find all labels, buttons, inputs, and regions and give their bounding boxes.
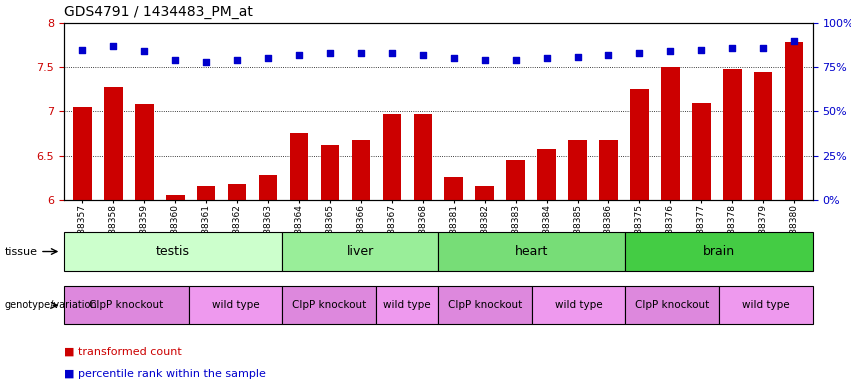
Point [725,45,739,51]
Bar [228,184,247,200]
Bar [73,107,92,200]
Point [757,45,770,51]
Bar [189,286,283,324]
Point [447,55,460,61]
Text: GDS4791 / 1434483_PM_at: GDS4791 / 1434483_PM_at [64,5,253,19]
Bar [599,140,618,200]
Text: ■ transformed count: ■ transformed count [64,346,181,356]
Point [354,50,368,56]
Point [632,50,646,56]
Bar [506,160,525,200]
Bar [630,89,648,200]
Point [261,55,275,61]
Point [106,43,120,49]
Point [664,48,677,55]
Bar [568,140,587,200]
Bar [383,114,401,200]
Text: ClpP knockout: ClpP knockout [635,300,710,310]
Bar [661,67,680,200]
Bar [351,140,370,200]
Point [416,52,430,58]
Bar [166,195,185,200]
Bar [785,43,803,200]
Text: wild type: wild type [555,300,603,310]
Bar [135,104,153,200]
Bar [692,103,711,200]
Point [138,48,151,55]
Point [199,59,213,65]
Bar [283,232,438,271]
Bar [537,149,556,200]
Bar [476,187,494,200]
Text: testis: testis [156,245,190,258]
Bar [64,286,189,324]
Bar [197,187,215,200]
Bar [259,175,277,200]
Text: heart: heart [515,245,549,258]
Text: wild type: wild type [383,300,431,310]
Point [323,50,337,56]
Bar [532,286,625,324]
Point [571,53,585,60]
Bar [444,177,463,200]
Text: ClpP knockout: ClpP knockout [448,300,523,310]
Bar [438,286,532,324]
Bar [283,286,376,324]
Bar [625,286,719,324]
Text: ClpP knockout: ClpP knockout [89,300,163,310]
Bar [104,87,123,200]
Text: wild type: wild type [742,300,790,310]
Point [292,52,306,58]
Bar [625,232,813,271]
Point [509,57,523,63]
Text: brain: brain [703,245,735,258]
Text: liver: liver [346,245,374,258]
Point [76,46,89,53]
Bar [414,114,432,200]
Bar [376,286,438,324]
Point [540,55,553,61]
Text: ClpP knockout: ClpP knockout [292,300,366,310]
Bar [438,232,625,271]
Point [385,50,398,56]
Bar [64,232,283,271]
Point [602,52,615,58]
Point [478,57,492,63]
Point [787,38,801,44]
Bar [321,145,340,200]
Text: genotype/variation: genotype/variation [4,300,97,310]
Text: ■ percentile rank within the sample: ■ percentile rank within the sample [64,369,266,379]
Bar [289,134,308,200]
Bar [719,286,813,324]
Text: wild type: wild type [212,300,260,310]
Point [231,57,244,63]
Point [694,46,708,53]
Bar [723,69,741,200]
Point [168,57,182,63]
Text: tissue: tissue [4,247,37,257]
Bar [754,71,773,200]
